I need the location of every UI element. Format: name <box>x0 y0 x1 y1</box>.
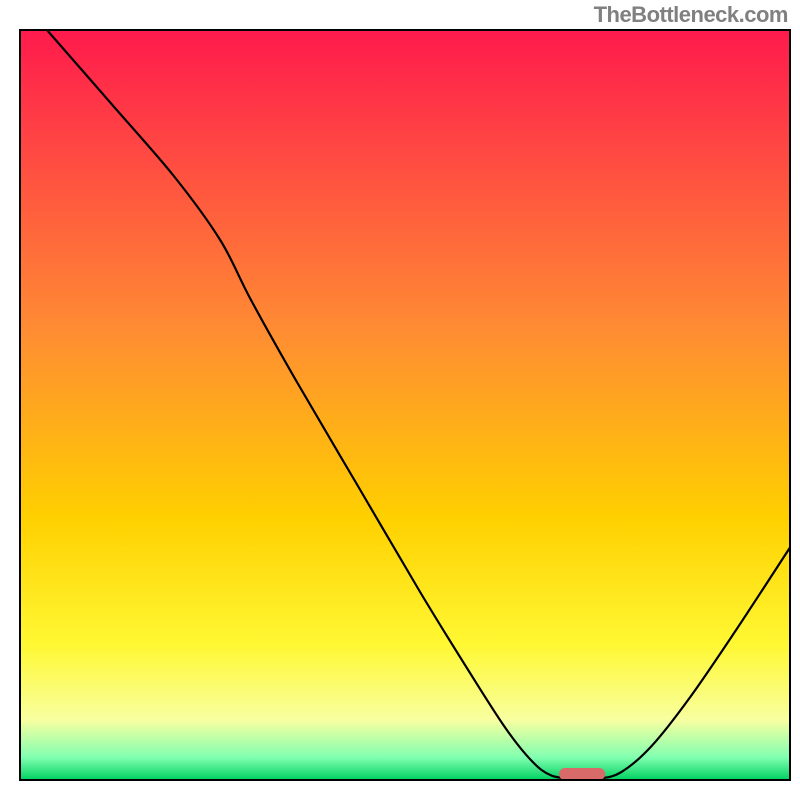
gradient-background <box>20 30 790 780</box>
watermark-text: TheBottleneck.com <box>594 2 788 28</box>
bottleneck-chart <box>0 0 800 800</box>
target-marker <box>559 768 605 780</box>
chart-container: { "watermark": { "text": "TheBottleneck.… <box>0 0 800 800</box>
